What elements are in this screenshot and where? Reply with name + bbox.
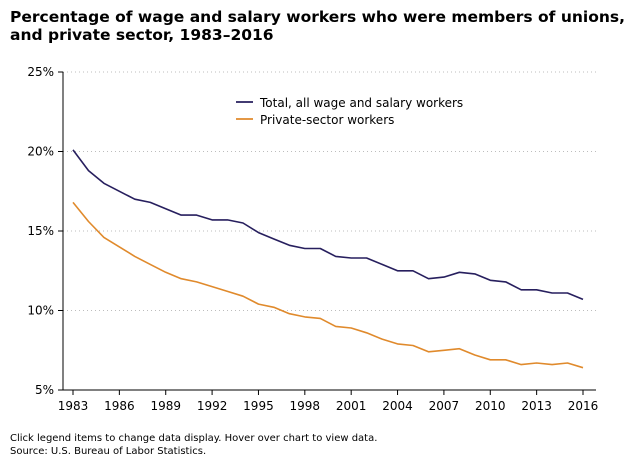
- x-tick-label: 2016: [568, 399, 599, 413]
- y-tick-label: 20%: [27, 145, 54, 159]
- legend-item[interactable]: Private-sector workers: [236, 113, 394, 127]
- series-lines: [72, 149, 584, 369]
- x-tick-label: 2010: [475, 399, 506, 413]
- legend-label: Total, all wage and salary workers: [259, 96, 463, 110]
- x-tick-label: 2007: [429, 399, 460, 413]
- axes: [58, 71, 596, 395]
- x-tick-label: 1983: [58, 399, 89, 413]
- y-tick-label: 25%: [27, 65, 54, 79]
- x-tick-label: 2001: [336, 399, 367, 413]
- series-line: [72, 201, 584, 369]
- x-tick-label: 2004: [382, 399, 413, 413]
- y-tick-label: 10%: [27, 304, 54, 318]
- x-tick-label: 1995: [243, 399, 274, 413]
- source-note: Source: U.S. Bureau of Labor Statistics.: [10, 446, 207, 457]
- y-tick-label: 5%: [35, 383, 54, 397]
- gridlines: [63, 71, 596, 311]
- chart-instructions: Click legend items to change data displa…: [10, 433, 378, 444]
- legend-label: Private-sector workers: [260, 113, 394, 127]
- legend-item[interactable]: Total, all wage and salary workers: [236, 96, 463, 110]
- chart-title: Percentage of wage and salary workers wh…: [10, 8, 626, 44]
- x-tick-label: 1998: [290, 399, 321, 413]
- series-line: [72, 149, 584, 301]
- x-tick-label: 1986: [104, 399, 135, 413]
- y-axis-labels: 25% 20% 15% 10% 5%: [27, 65, 54, 397]
- x-tick-label: 1989: [150, 399, 181, 413]
- y-tick-label: 15%: [27, 224, 54, 238]
- x-tick-label: 2013: [521, 399, 552, 413]
- x-axis-labels: 1983 1986 1989 1992 1995 1998 2001 2004 2007 2010…: [58, 399, 599, 413]
- legend: Total, all wage and salary workers Privat…: [236, 96, 463, 127]
- x-tick-label: 1992: [197, 399, 228, 413]
